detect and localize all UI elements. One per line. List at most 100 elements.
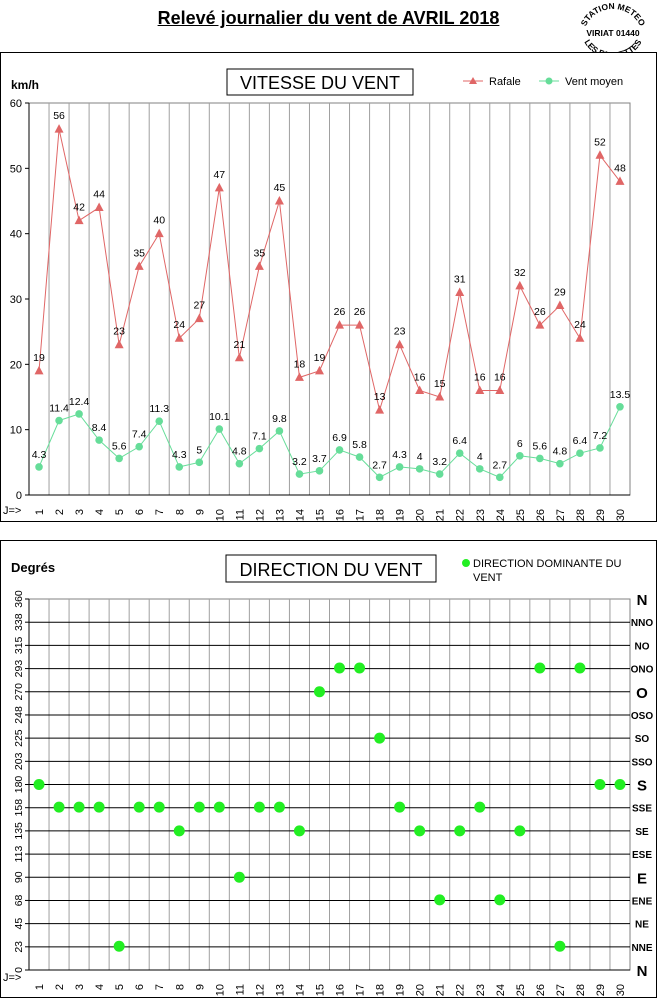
- rafale-data-label: 19: [314, 352, 326, 364]
- vent-moyen-data-label: 6.4: [573, 435, 588, 447]
- vent-moyen-point: [475, 465, 484, 473]
- vent-moyen-data-label: 11.4: [49, 403, 69, 415]
- vent-moyen-data-label: 5: [196, 444, 202, 456]
- direction-x-tick-label: 8: [174, 984, 186, 990]
- direction-x-tick-label: 24: [495, 984, 507, 996]
- direction-point: [614, 779, 626, 790]
- speed-x-tick-label: 11: [234, 509, 246, 520]
- rafale-data-label: 18: [294, 358, 306, 370]
- rafale-data-label: 24: [574, 319, 586, 331]
- rafale-data-label: 29: [554, 287, 566, 299]
- direction-y-tick-label: 203: [13, 752, 25, 770]
- speed-x-tick-label: 17: [355, 509, 367, 521]
- vent-moyen-point: [175, 463, 184, 471]
- direction-point: [113, 940, 125, 952]
- rafale-point: [455, 287, 465, 296]
- speed-y-tick-label: 60: [10, 98, 22, 110]
- speed-x-tick-label: 12: [254, 509, 266, 521]
- legend-label-rafale: Rafale: [489, 76, 521, 88]
- direction-point: [354, 662, 366, 674]
- rafale-data-label: 35: [133, 247, 145, 259]
- rafale-point: [74, 215, 84, 225]
- vent-moyen-data-label: 4.3: [172, 449, 187, 461]
- speed-x-tick-label: 9: [194, 509, 206, 515]
- direction-x-tick-label: 26: [535, 984, 547, 996]
- vent-moyen-point: [435, 470, 444, 478]
- direction-y-tick-label: 135: [13, 822, 25, 840]
- rafale-point: [375, 405, 385, 414]
- direction-y-tick-label: 315: [13, 636, 25, 654]
- direction-title-box: [225, 554, 437, 583]
- vent-moyen-point: [616, 403, 624, 411]
- legend-marker-direction: [462, 559, 470, 567]
- rafale-data-label: 42: [73, 202, 85, 214]
- direction-y-tick-label: 338: [13, 613, 25, 631]
- vent-moyen-data-label: 2.7: [492, 459, 507, 471]
- direction-x-tick-label: 14: [294, 984, 306, 996]
- direction-point: [93, 801, 105, 813]
- rafale-data-label: 23: [394, 326, 406, 338]
- direction-point: [514, 825, 526, 837]
- speed-x-tick-label: 23: [475, 509, 487, 521]
- vent-moyen-point: [155, 417, 164, 425]
- direction-y-tick-label: 90: [13, 871, 25, 883]
- direction-x-tick-label: 1: [34, 984, 46, 990]
- direction-x-tick-label: 23: [475, 984, 487, 996]
- direction-point: [494, 894, 506, 906]
- direction-y-tick-label: 23: [13, 941, 25, 953]
- rafale-point: [114, 339, 124, 349]
- direction-x-tick-label: 13: [274, 984, 286, 996]
- direction-x-tick-label: 27: [555, 984, 567, 996]
- direction-point: [33, 779, 45, 790]
- direction-x-tick-label: 9: [194, 984, 206, 990]
- direction-y-axis-label: Degrés: [11, 560, 55, 575]
- direction-point: [594, 779, 606, 790]
- vent-moyen-point: [495, 473, 504, 482]
- rafale-data-label: 31: [454, 273, 466, 285]
- direction-x-tick-label: 18: [375, 984, 387, 996]
- rafale-point: [535, 320, 545, 329]
- rafale-data-label: 26: [334, 306, 346, 318]
- direction-y-tick-label: 293: [13, 660, 25, 678]
- direction-point: [313, 686, 325, 698]
- vent-moyen-point: [135, 442, 143, 451]
- direction-x-tick-label: 29: [595, 984, 607, 996]
- direction-y-tick-label: 180: [13, 776, 25, 794]
- speed-x-tick-label: 14: [294, 509, 306, 521]
- direction-x-tick-label: 19: [395, 984, 407, 996]
- vent-moyen-data-label: 6: [517, 438, 523, 450]
- speed-x-tick-label: 27: [555, 509, 567, 521]
- rafale-point: [234, 352, 244, 362]
- compass-label: NNO: [631, 618, 653, 629]
- vent-moyen-data-label: 4: [477, 451, 483, 463]
- direction-chart-title: DIRECTION DU VENT: [239, 560, 422, 580]
- vent-moyen-data-label: 4: [417, 451, 423, 463]
- speed-x-tick-label: 2: [54, 509, 66, 515]
- vent-moyen-point: [536, 454, 544, 463]
- direction-y-tick-label: 360: [13, 590, 25, 608]
- vent-moyen-point: [195, 458, 204, 467]
- direction-x-tick-label: 12: [254, 984, 266, 996]
- rafale-data-label: 16: [494, 371, 506, 383]
- direction-point: [554, 940, 566, 952]
- vent-moyen-point: [335, 446, 344, 454]
- rafale-data-label: 48: [614, 162, 626, 174]
- rafale-point: [515, 280, 525, 290]
- direction-point: [53, 801, 65, 813]
- speed-y-tick-label: 50: [10, 163, 22, 175]
- compass-label: ESE: [632, 850, 652, 861]
- vent-moyen-point: [576, 449, 584, 457]
- direction-x-axis-label: J=>: [3, 972, 21, 984]
- vent-moyen-data-label: 5.6: [533, 440, 548, 452]
- vent-moyen-point: [455, 449, 464, 457]
- vent-moyen-point: [295, 470, 304, 478]
- vent-moyen-data-label: 10.1: [209, 411, 230, 423]
- vent-moyen-data-label: 7.1: [252, 431, 267, 443]
- speed-x-tick-label: 10: [214, 509, 226, 521]
- vent-moyen-point: [75, 410, 83, 418]
- rafale-data-label: 56: [53, 110, 65, 122]
- direction-point: [173, 825, 185, 837]
- direction-x-tick-label: 7: [154, 984, 166, 990]
- rafale-point: [395, 339, 405, 349]
- rafale-data-label: 44: [93, 189, 105, 201]
